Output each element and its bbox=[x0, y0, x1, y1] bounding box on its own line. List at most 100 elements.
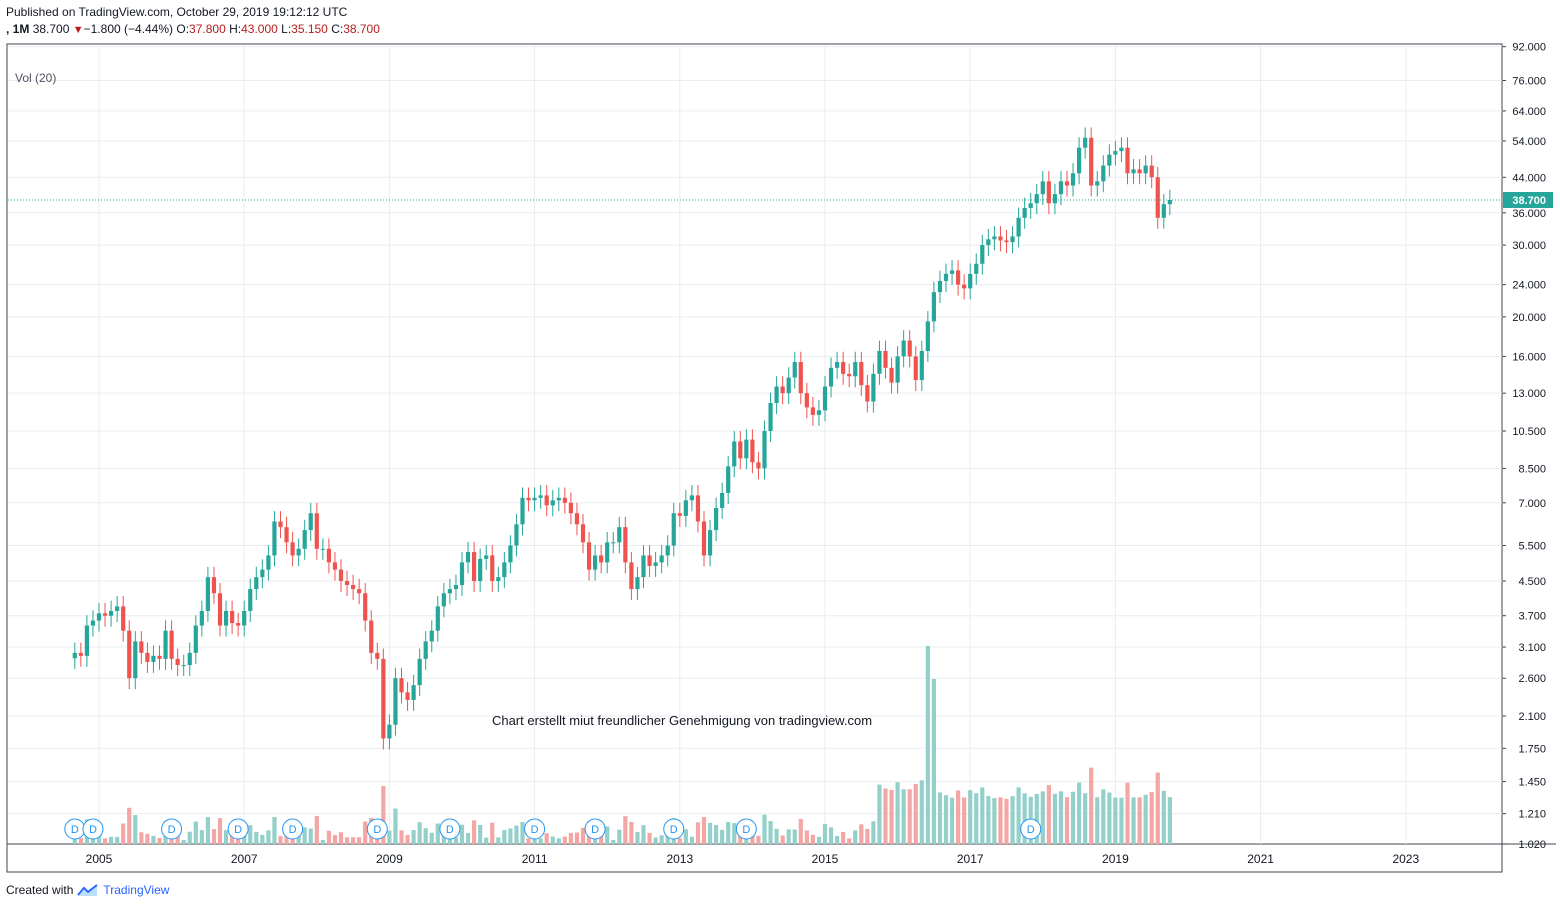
dividend-marker[interactable]: D bbox=[735, 818, 757, 840]
volume-bar bbox=[889, 789, 894, 844]
candle-body bbox=[1058, 181, 1064, 195]
candle-body bbox=[254, 577, 259, 590]
candle-body bbox=[623, 527, 628, 563]
volume-bar bbox=[1058, 791, 1064, 844]
candle-body bbox=[1016, 217, 1021, 237]
candle-body bbox=[774, 386, 779, 403]
candle-body bbox=[1161, 204, 1166, 218]
candle-body bbox=[538, 495, 543, 498]
footer: Created with TradingView bbox=[6, 883, 169, 897]
dividend-marker[interactable]: D bbox=[366, 818, 388, 840]
dividend-marker-circle bbox=[584, 818, 606, 840]
dividend-marker[interactable]: D bbox=[82, 818, 104, 840]
volume-bar bbox=[701, 816, 707, 844]
y-tick-label: 13.000 bbox=[1512, 388, 1546, 400]
candle-body bbox=[139, 641, 144, 653]
volume-bar bbox=[472, 820, 477, 844]
candle-body bbox=[683, 500, 688, 516]
candle-body bbox=[550, 500, 555, 506]
volume-bar bbox=[520, 822, 525, 844]
volume-bar bbox=[102, 838, 108, 844]
published-line: Published on TradingView.com, October 29… bbox=[6, 5, 348, 19]
candle-body bbox=[363, 593, 368, 621]
volume-bar bbox=[453, 837, 459, 844]
dividend-marker[interactable]: D bbox=[64, 818, 86, 840]
volume-bar bbox=[635, 831, 640, 844]
y-tick-label: 3.700 bbox=[1518, 611, 1546, 623]
volume-bar bbox=[236, 838, 241, 844]
high-value: 43.000 bbox=[241, 22, 278, 36]
candle-body bbox=[726, 466, 731, 493]
dividend-marker[interactable]: D bbox=[439, 818, 461, 840]
volume-bar bbox=[659, 835, 664, 844]
candle-body bbox=[1077, 147, 1082, 174]
dividend-marker[interactable]: D bbox=[584, 818, 606, 840]
y-tick-label: 2.100 bbox=[1518, 711, 1546, 723]
volume-bar bbox=[429, 832, 434, 844]
dividend-marker[interactable]: D bbox=[161, 818, 183, 840]
candle-body bbox=[423, 641, 428, 659]
dividend-marker-label: D bbox=[89, 824, 97, 836]
y-tick-label: 1.210 bbox=[1518, 809, 1546, 821]
volume-bar bbox=[720, 829, 725, 844]
dividend-marker[interactable]: D bbox=[663, 818, 685, 840]
candle-body bbox=[816, 410, 822, 415]
volume-bar bbox=[998, 797, 1003, 844]
candle-body bbox=[853, 362, 858, 377]
dividend-marker[interactable]: D bbox=[282, 818, 304, 840]
dividend-marker[interactable]: D bbox=[1020, 818, 1042, 840]
y-tick-label: 10.500 bbox=[1512, 426, 1546, 438]
candle-body bbox=[556, 497, 561, 501]
dividend-marker-label: D bbox=[373, 824, 381, 836]
candle-body bbox=[121, 606, 126, 631]
dividend-marker[interactable]: D bbox=[227, 818, 249, 840]
candle-body bbox=[1046, 181, 1051, 204]
volume-bar bbox=[792, 829, 797, 844]
volume-bar bbox=[145, 833, 150, 844]
candle-body bbox=[901, 340, 906, 357]
candle-body bbox=[284, 527, 289, 543]
volume-bar bbox=[1161, 790, 1166, 844]
tradingview-brand[interactable]: TradingView bbox=[103, 883, 170, 897]
candle-body bbox=[278, 521, 283, 528]
volume-bar bbox=[1052, 793, 1057, 844]
candle-body bbox=[865, 385, 870, 402]
candle-body bbox=[1004, 240, 1009, 243]
candle-body bbox=[629, 562, 634, 590]
y-tick-label: 20.000 bbox=[1512, 312, 1546, 324]
volume-bar bbox=[96, 835, 102, 844]
dividend-marker-label: D bbox=[289, 824, 297, 836]
volume-bar bbox=[574, 832, 580, 844]
volume-bar bbox=[254, 831, 259, 844]
volume-bar bbox=[72, 836, 77, 844]
volume-bar bbox=[1167, 797, 1172, 844]
candle-body bbox=[411, 685, 416, 700]
candle-body bbox=[526, 497, 531, 501]
candle-body bbox=[986, 239, 991, 246]
candle-body bbox=[484, 555, 489, 559]
candle-body bbox=[835, 362, 840, 368]
volume-bar bbox=[248, 825, 253, 844]
volume-bar bbox=[357, 837, 362, 844]
created-with-label: Created with bbox=[6, 883, 74, 897]
volume-bar bbox=[974, 793, 979, 844]
candle-body bbox=[478, 558, 483, 582]
candle-body bbox=[1131, 169, 1136, 174]
candle-body bbox=[919, 350, 924, 381]
candle-body bbox=[925, 321, 930, 351]
y-tick-label: 3.100 bbox=[1518, 642, 1546, 654]
price-tag-label: 38.700 bbox=[1512, 195, 1546, 207]
volume-bar bbox=[1089, 767, 1094, 844]
volume-bar bbox=[447, 837, 452, 844]
candle-body bbox=[847, 373, 852, 377]
volume-bar bbox=[599, 835, 604, 844]
volume-bar bbox=[90, 836, 96, 844]
candle-body bbox=[109, 610, 114, 616]
volume-bar bbox=[393, 808, 398, 844]
volume-bar bbox=[665, 833, 670, 844]
volume-bar bbox=[193, 821, 198, 844]
dividend-marker[interactable]: D bbox=[524, 818, 546, 840]
candle-body bbox=[453, 585, 459, 590]
candle-body bbox=[157, 655, 162, 659]
